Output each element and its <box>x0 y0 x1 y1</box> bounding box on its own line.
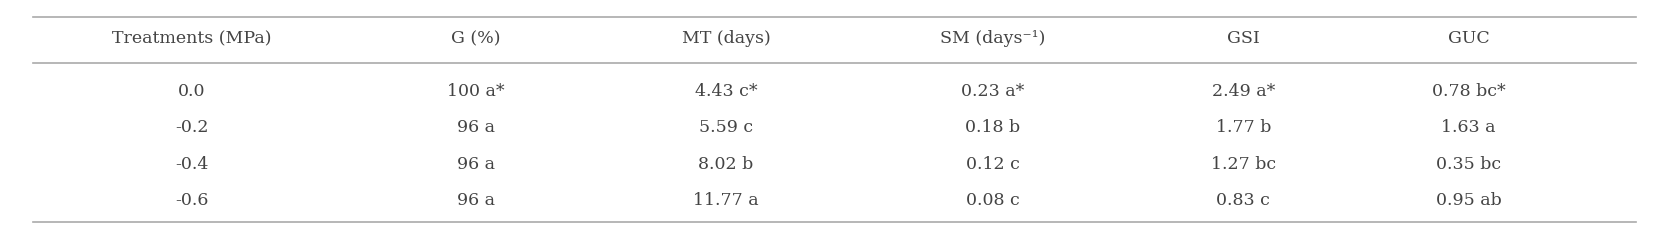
Text: GSI: GSI <box>1227 30 1260 47</box>
Text: G (%): G (%) <box>451 30 501 47</box>
Text: 0.08 c: 0.08 c <box>966 191 1020 208</box>
Text: MT (days): MT (days) <box>681 30 771 47</box>
Text: 1.63 a: 1.63 a <box>1442 119 1495 136</box>
Text: 0.0: 0.0 <box>179 82 205 99</box>
Text: 0.35 bc: 0.35 bc <box>1435 155 1502 172</box>
Text: 0.95 ab: 0.95 ab <box>1435 191 1502 208</box>
Text: 1.77 b: 1.77 b <box>1215 119 1272 136</box>
Text: 11.77 a: 11.77 a <box>693 191 759 208</box>
Text: 100 a*: 100 a* <box>447 82 504 99</box>
Text: SM (days⁻¹): SM (days⁻¹) <box>940 30 1046 47</box>
Text: -0.6: -0.6 <box>175 191 209 208</box>
Text: Treatments (MPa): Treatments (MPa) <box>112 30 272 47</box>
Text: 0.83 c: 0.83 c <box>1217 191 1270 208</box>
Text: 2.49 a*: 2.49 a* <box>1212 82 1275 99</box>
Text: -0.4: -0.4 <box>175 155 209 172</box>
Text: GUC: GUC <box>1447 30 1490 47</box>
Text: 96 a: 96 a <box>457 119 494 136</box>
Text: 0.18 b: 0.18 b <box>965 119 1021 136</box>
Text: 0.23 a*: 0.23 a* <box>961 82 1025 99</box>
Text: 8.02 b: 8.02 b <box>698 155 754 172</box>
Text: -0.2: -0.2 <box>175 119 209 136</box>
Text: 1.27 bc: 1.27 bc <box>1210 155 1277 172</box>
Text: 0.78 bc*: 0.78 bc* <box>1432 82 1505 99</box>
Text: 4.43 c*: 4.43 c* <box>694 82 758 99</box>
Text: 0.12 c: 0.12 c <box>966 155 1020 172</box>
Text: 5.59 c: 5.59 c <box>699 119 753 136</box>
Text: 96 a: 96 a <box>457 155 494 172</box>
Text: 96 a: 96 a <box>457 191 494 208</box>
